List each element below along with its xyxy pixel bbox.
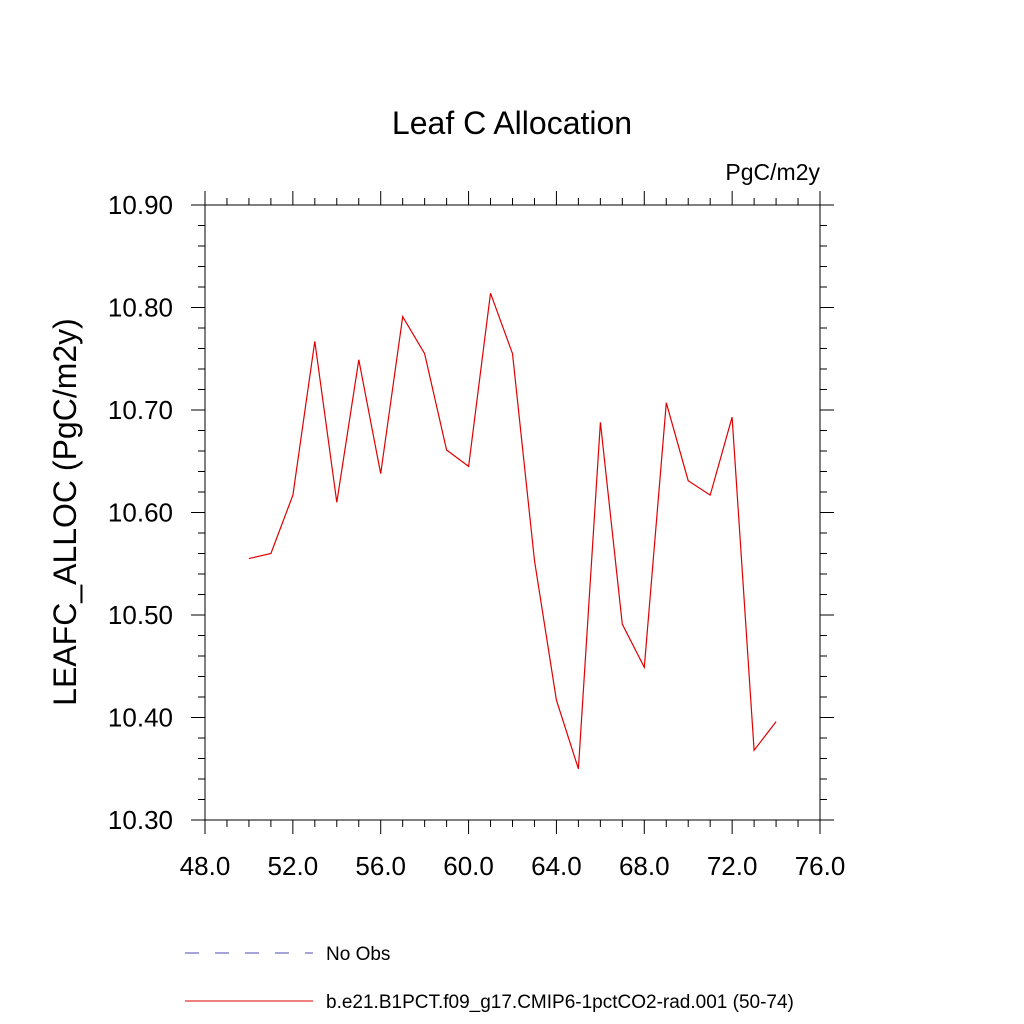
- y-axis-label: LEAFC_ALLOC (PgC/m2y): [47, 318, 83, 706]
- units-label: PgC/m2y: [725, 159, 820, 185]
- series-line: [248, 292, 777, 769]
- plot-area: 48.0 52.0 56.0 60.0 64.0 68.0 72.0 76.0 10.30 10.…: [108, 190, 845, 881]
- y-tick-label: 10.80: [108, 293, 173, 323]
- chart-title: Leaf C Allocation: [392, 105, 632, 141]
- plot-frame: [204, 204, 821, 821]
- x-tick-label: 60.0: [443, 851, 494, 881]
- x-tick-label: 76.0: [795, 851, 846, 881]
- y-tick-label: 10.50: [108, 600, 173, 630]
- legend: No Obs b.e21.B1PCT.f09_g17.CMIP6-1pctCO2-…: [185, 944, 794, 1013]
- legend-label: No Obs: [326, 944, 390, 965]
- y-tick-label: 10.40: [108, 703, 173, 733]
- y-tick-label: 10.30: [108, 805, 173, 835]
- y-tick-label: 10.60: [108, 498, 173, 528]
- x-tick-label: 64.0: [531, 851, 582, 881]
- legend-label: b.e21.B1PCT.f09_g17.CMIP6-1pctCO2-rad.00…: [326, 992, 794, 1013]
- y-tick-label: 10.70: [108, 395, 173, 425]
- x-tick-label: 52.0: [268, 851, 319, 881]
- x-tick-label: 56.0: [355, 851, 406, 881]
- x-tick-label: 68.0: [619, 851, 670, 881]
- y-tick-label: 10.90: [108, 190, 173, 220]
- x-tick-label: 48.0: [180, 851, 231, 881]
- x-tick-label: 72.0: [707, 851, 758, 881]
